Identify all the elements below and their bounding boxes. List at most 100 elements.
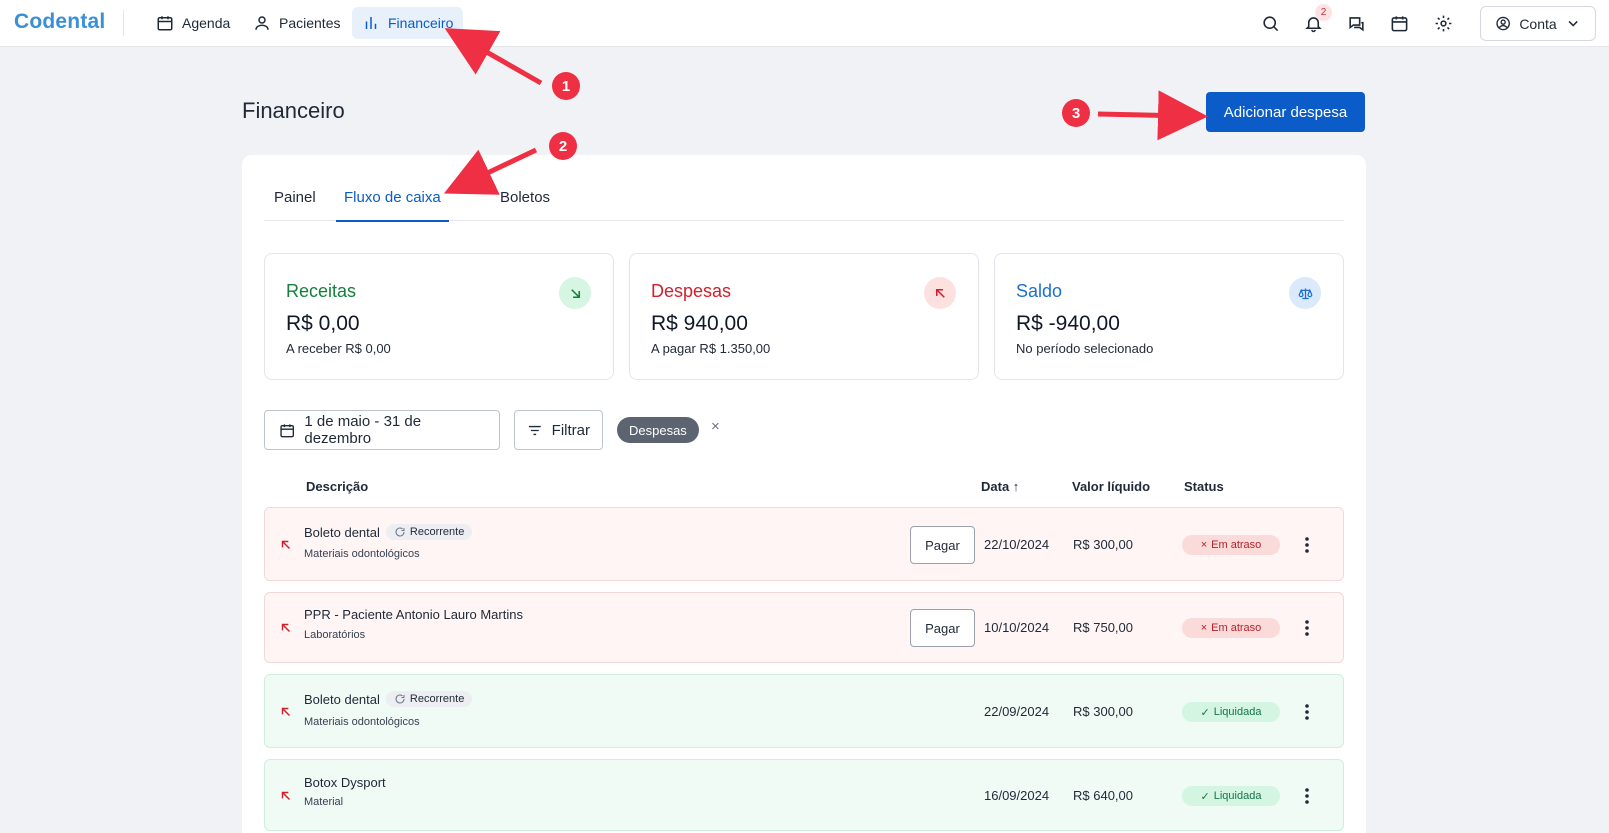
row-description: PPR - Paciente Antonio Lauro Martins xyxy=(304,607,523,622)
column-header-net-value: Valor líquido xyxy=(1072,479,1151,494)
logo[interactable]: Codental xyxy=(14,10,106,33)
tab-bar: Painel Fluxo de caixa Boletos xyxy=(264,155,1344,222)
arrow-up-left-icon xyxy=(281,707,291,717)
calendar-icon xyxy=(1391,15,1407,31)
annotation-marker-2: 2 xyxy=(549,132,577,160)
stat-receitas: Receitas R$ 0,00 A receber R$ 0,00 xyxy=(264,253,614,380)
nav-item-label: Financeiro xyxy=(388,15,454,31)
stat-amount: R$ 0,00 xyxy=(286,312,360,335)
more-vertical-icon[interactable] xyxy=(1299,787,1315,805)
stat-sub: No período selecionado xyxy=(1016,341,1154,356)
tab-painel[interactable]: Painel xyxy=(274,189,316,206)
refresh-icon xyxy=(395,527,405,537)
status-label: Em atraso xyxy=(1211,622,1262,634)
row-date: 22/10/2024 xyxy=(984,537,1050,552)
row-description-text: Botox Dysport xyxy=(304,775,386,790)
annotation-marker-3: 3 xyxy=(1062,99,1090,127)
table-row[interactable]: Boleto dental Recorrente Materiais odont… xyxy=(264,674,1344,748)
row-value: R$ 300,00 xyxy=(1073,537,1133,552)
pay-button[interactable]: Pagar xyxy=(910,609,975,647)
nav-item-financeiro[interactable]: Financeiro xyxy=(352,7,464,39)
filter-icon xyxy=(528,425,541,435)
row-description: Boleto dental Recorrente xyxy=(304,691,473,707)
column-header-description: Descrição xyxy=(306,479,369,494)
row-value: R$ 640,00 xyxy=(1073,788,1133,803)
row-description: Botox Dysport xyxy=(304,775,386,790)
arrow-down-right-icon xyxy=(559,277,591,309)
row-value: R$ 300,00 xyxy=(1073,704,1133,719)
table-row[interactable]: Boleto dental Recorrente Materiais odont… xyxy=(264,507,1344,581)
calendar-icon xyxy=(157,16,173,31)
scale-icon xyxy=(1289,277,1321,309)
nav-item-pacientes[interactable]: Pacientes xyxy=(243,7,350,39)
notifications-button[interactable] xyxy=(1302,12,1324,34)
filter-button[interactable]: Filtrar xyxy=(514,410,603,450)
recurring-tag-label: Recorrente xyxy=(409,693,465,705)
row-category: Materiais odontológicos xyxy=(304,548,420,560)
tab-fluxo-de-caixa[interactable]: Fluxo de caixa xyxy=(336,189,449,222)
stat-saldo: Saldo R$ -940,00 No período selecionado xyxy=(994,253,1344,380)
pay-button[interactable]: Pagar xyxy=(910,526,975,564)
check-icon: ✓ xyxy=(1200,790,1210,803)
stat-amount: R$ -940,00 xyxy=(1016,312,1120,335)
notifications-badge: 2 xyxy=(1315,4,1332,21)
row-category: Laboratórios xyxy=(304,629,366,641)
row-date: 22/09/2024 xyxy=(984,704,1050,719)
annotation-arrow xyxy=(1097,90,1208,141)
nav-item-agenda[interactable]: Agenda xyxy=(146,7,240,39)
account-button[interactable]: Conta xyxy=(1480,6,1596,41)
annotation-marker-1: 1 xyxy=(552,72,580,100)
status-label: Liquidada xyxy=(1213,706,1262,718)
row-category: Material xyxy=(304,796,344,808)
refresh-icon xyxy=(395,694,405,704)
nav-item-label: Pacientes xyxy=(279,15,341,31)
status-badge: × Em atraso xyxy=(1182,618,1280,638)
tab-boletos[interactable]: Boletos xyxy=(500,189,551,206)
arrow-up-left-icon xyxy=(281,791,291,801)
arrow-up-left-icon xyxy=(281,623,291,633)
column-header-status: Status xyxy=(1184,479,1224,494)
stat-label: Saldo xyxy=(1016,281,1063,301)
calendar-button[interactable] xyxy=(1388,12,1410,34)
more-vertical-icon[interactable] xyxy=(1299,703,1315,721)
table-row[interactable]: PPR - Paciente Antonio Lauro Martins Lab… xyxy=(264,592,1344,663)
top-navbar: Codental Agenda Pacientes Financeiro 2 C… xyxy=(0,0,1609,47)
stat-sub: A pagar R$ 1.350,00 xyxy=(651,341,771,356)
row-date: 10/10/2024 xyxy=(984,620,1050,635)
more-vertical-icon[interactable] xyxy=(1299,536,1315,554)
arrow-up-left-icon xyxy=(924,277,956,309)
row-description-text: Boleto dental xyxy=(304,524,380,540)
stat-label: Receitas xyxy=(286,281,357,301)
table-row[interactable]: Botox Dysport Material 16/09/2024 R$ 640… xyxy=(264,759,1344,831)
stat-despesas: Despesas R$ 940,00 A pagar R$ 1.350,00 xyxy=(629,253,979,380)
account-label: Conta xyxy=(1519,15,1557,32)
recurring-tag-label: Recorrente xyxy=(409,526,465,538)
messages-button[interactable] xyxy=(1345,12,1367,34)
status-label: Em atraso xyxy=(1211,539,1262,551)
user-icon xyxy=(255,16,269,30)
more-vertical-icon[interactable] xyxy=(1299,619,1315,637)
close-icon[interactable]: × xyxy=(711,418,720,435)
stat-amount: R$ 940,00 xyxy=(651,312,748,335)
search-button[interactable] xyxy=(1259,12,1281,34)
column-header-date[interactable]: Data ↑ xyxy=(981,479,1020,494)
row-description: Boleto dental Recorrente xyxy=(304,524,473,540)
x-icon: × xyxy=(1200,622,1208,634)
date-range-picker[interactable]: 1 de maio - 31 de dezembro xyxy=(264,410,500,450)
settings-button[interactable] xyxy=(1432,12,1454,34)
cashflow-card: Painel Fluxo de caixa Boletos Receitas R… xyxy=(242,155,1366,833)
status-badge: × Em atraso xyxy=(1182,535,1280,555)
recurring-tag: Recorrente xyxy=(385,691,473,707)
bar-chart-icon xyxy=(365,17,377,29)
date-range-label: 1 de maio - 31 de dezembro xyxy=(304,413,422,447)
status-badge: ✓ Liquidada xyxy=(1182,786,1280,806)
add-expense-button[interactable]: Adicionar despesa xyxy=(1206,92,1365,132)
row-category: Materiais odontológicos xyxy=(304,716,420,728)
chevron-down-icon xyxy=(1568,20,1578,27)
x-icon: × xyxy=(1200,539,1208,551)
divider xyxy=(123,10,124,36)
nav-item-label: Agenda xyxy=(182,15,231,31)
gear-icon xyxy=(1435,15,1451,31)
recurring-tag: Recorrente xyxy=(385,524,473,540)
row-value: R$ 750,00 xyxy=(1073,620,1133,635)
